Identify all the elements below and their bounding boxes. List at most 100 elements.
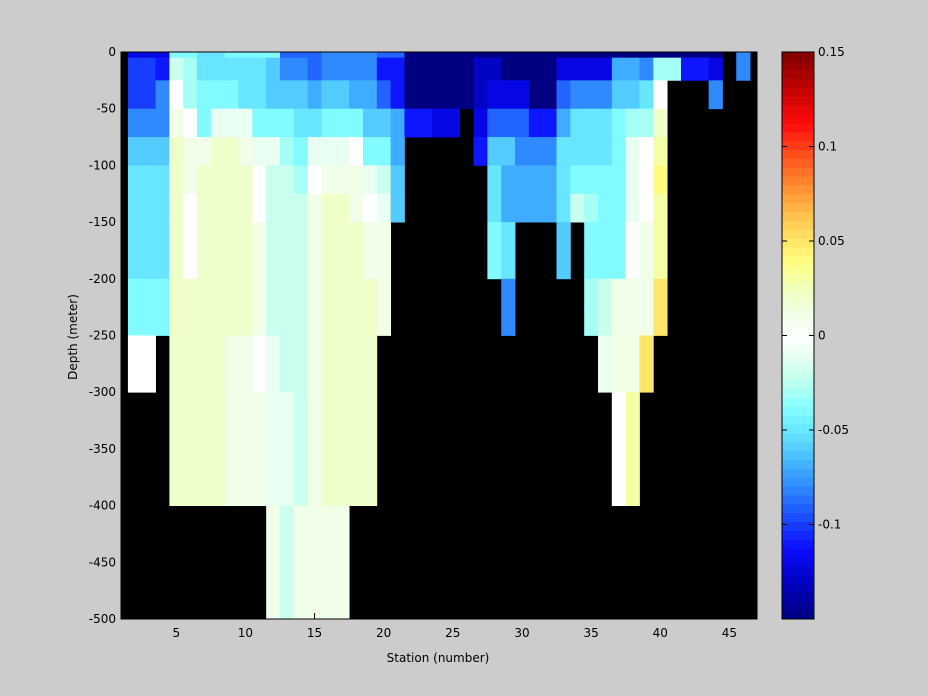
- heatmap-cell: [694, 57, 710, 81]
- y-tick-label: -300: [89, 385, 116, 399]
- heatmap-cell: [224, 278, 239, 308]
- heatmap-cell: [598, 57, 613, 81]
- heatmap-cell: [653, 222, 668, 251]
- heatmap-cell: [390, 165, 405, 195]
- heatmap-cell: [321, 108, 336, 138]
- heatmap-cell: [141, 222, 156, 251]
- heatmap-cell: [127, 335, 143, 393]
- heatmap-cell: [376, 137, 392, 166]
- heatmap-cell: [280, 108, 295, 138]
- heatmap-cell: [487, 165, 502, 195]
- heatmap-cell: [584, 278, 599, 308]
- heatmap-cell: [155, 57, 170, 81]
- heatmap-cell: [473, 80, 488, 110]
- heatmap-cell: [362, 165, 378, 195]
- colorbar-band: [782, 548, 814, 558]
- heatmap-cell: [653, 57, 668, 81]
- heatmap-cell: [321, 222, 336, 251]
- heatmap-cell: [224, 250, 239, 280]
- colorbar-band: [782, 494, 814, 505]
- heatmap-cell: [611, 80, 627, 110]
- colorbar-band: [782, 158, 814, 168]
- heatmap-cell: [321, 165, 336, 195]
- heatmap-cell: [542, 80, 557, 110]
- heatmap-cell: [736, 52, 751, 59]
- heatmap-cell: [404, 52, 419, 59]
- heatmap-cell: [224, 307, 239, 336]
- heatmap-cell: [238, 80, 253, 110]
- colorbar-band: [782, 282, 814, 292]
- heatmap-cell: [625, 57, 640, 81]
- heatmap-cell: [570, 52, 585, 59]
- colorbar-band: [782, 574, 814, 585]
- heatmap-cell: [584, 222, 599, 251]
- colorbar-tick-label: -0.05: [818, 423, 849, 437]
- heatmap-cell: [390, 57, 405, 81]
- heatmap-cell: [280, 80, 295, 110]
- heatmap-cell: [515, 52, 530, 59]
- heatmap-cell: [127, 250, 143, 280]
- heatmap-cell: [210, 57, 226, 81]
- colorbar: 0.15 0.1 0.05 0 -0.05 -0.1: [781, 45, 849, 620]
- heatmap-cell: [321, 57, 336, 81]
- heatmap-cell: [183, 335, 198, 393]
- heatmap-cell: [169, 137, 184, 166]
- heatmap-cell: [155, 52, 170, 59]
- colorbar-band: [782, 184, 814, 195]
- heatmap-cell: [210, 307, 226, 336]
- heatmap-cell: [335, 80, 350, 110]
- heatmap-cell: [556, 137, 571, 166]
- heatmap-cell: [183, 278, 198, 308]
- heatmap-cell: [210, 108, 226, 138]
- heatmap-cell: [501, 278, 516, 308]
- heatmap-cell: [528, 108, 544, 138]
- heatmap-cell: [307, 52, 322, 59]
- colorbar-band: [782, 52, 814, 62]
- heatmap-cell: [639, 80, 654, 110]
- heatmap-cell: [515, 165, 530, 195]
- heatmap-cell: [280, 505, 295, 620]
- heatmap-cell: [376, 307, 392, 336]
- heatmap-cell: [390, 137, 405, 166]
- heatmap-cell: [169, 108, 184, 138]
- colorbar-band: [782, 521, 814, 531]
- x-axis-label: Station (number): [387, 651, 490, 665]
- colorbar-band: [782, 291, 814, 301]
- heatmap-cell: [335, 137, 350, 166]
- heatmap-cell: [252, 307, 267, 336]
- heatmap-cell: [280, 278, 295, 308]
- heatmap-cell: [432, 57, 447, 81]
- heatmap-cell: [280, 193, 295, 223]
- heatmap-cell: [349, 278, 364, 308]
- heatmap-cell: [335, 57, 350, 81]
- colorbar-band: [782, 335, 814, 345]
- heatmap-cell: [210, 250, 226, 280]
- heatmap-cell: [280, 57, 295, 81]
- heatmap-cell: [155, 278, 170, 308]
- heatmap-cell: [639, 278, 654, 308]
- heatmap-cell: [321, 52, 336, 59]
- heatmap-cell: [252, 392, 267, 506]
- colorbar-tick-label: -0.1: [818, 518, 841, 532]
- heatmap-cell: [515, 108, 530, 138]
- heatmap-cell: [224, 137, 239, 166]
- colorbar-band: [782, 255, 814, 266]
- heatmap-cell: [501, 52, 516, 59]
- heatmap-cell: [501, 80, 516, 110]
- heatmap-cell: [321, 335, 336, 393]
- heatmap-cell: [556, 57, 571, 81]
- heatmap-cell: [349, 250, 364, 280]
- colorbar-band: [782, 415, 814, 425]
- heatmap-cell: [639, 193, 654, 223]
- heatmap-cell: [362, 57, 378, 81]
- heatmap-cell: [598, 52, 613, 59]
- heatmap-cell: [155, 307, 170, 336]
- heatmap-cell: [210, 278, 226, 308]
- heatmap-cell: [584, 165, 599, 195]
- heatmap-cell: [639, 222, 654, 251]
- heatmap-cell: [224, 335, 239, 393]
- heatmap-cell: [611, 222, 627, 251]
- heatmap-cell: [141, 108, 156, 138]
- heatmap-cell: [362, 52, 378, 59]
